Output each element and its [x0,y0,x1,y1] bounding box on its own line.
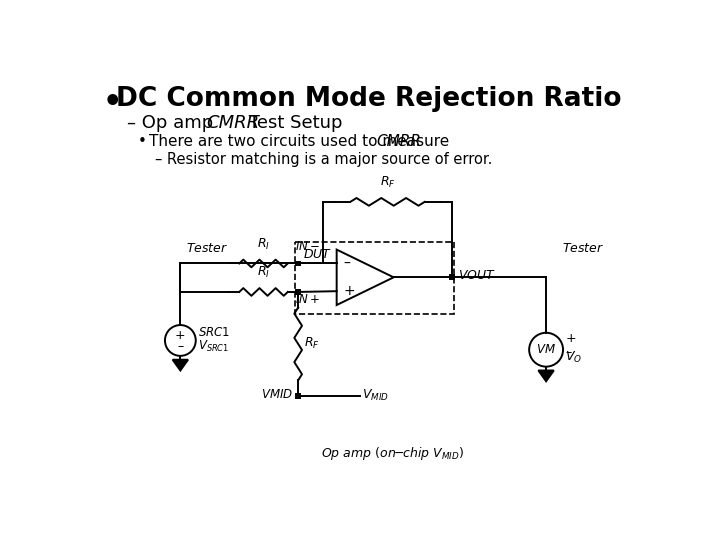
Text: •: • [138,134,147,149]
Text: $V_{SRC1}$: $V_{SRC1}$ [198,339,229,354]
Text: CMRR: CMRR [206,114,259,132]
Text: $R_F$: $R_F$ [379,174,395,190]
Text: $Tester$: $Tester$ [562,241,604,254]
Text: $VM$: $VM$ [536,343,556,356]
Text: $IN+$: $IN+$ [295,294,320,307]
Text: – Op amp: – Op amp [127,114,219,132]
Text: DC Common Mode Rejection Ratio: DC Common Mode Rejection Ratio [117,86,622,112]
Text: $R_I$: $R_I$ [257,265,270,280]
Text: $VMID$: $VMID$ [261,388,293,401]
Text: $R_I$: $R_I$ [257,237,270,252]
Text: +: + [343,284,355,298]
Text: $DUT$: $DUT$ [303,248,332,261]
Text: +: + [565,333,576,346]
Text: $Op\ amp\ (on\!\!-\!\!chip\ V_{MID})$: $Op\ amp\ (on\!\!-\!\!chip\ V_{MID})$ [320,445,464,462]
Text: CMRR: CMRR [377,134,422,149]
Text: $SRC1$: $SRC1$ [198,326,230,339]
Text: –: – [177,340,184,353]
Text: $R_F$: $R_F$ [304,336,320,352]
Text: +: + [175,329,186,342]
Text: Test Setup: Test Setup [243,114,342,132]
Polygon shape [173,360,188,370]
Bar [295,242,454,314]
Bar [450,275,454,279]
Text: There are two circuits used to measure: There are two circuits used to measure [149,134,454,149]
Bar [296,394,300,398]
Text: –: – [343,256,351,271]
Text: $V_{MID}$: $V_{MID}$ [362,388,389,403]
Text: $Tester$: $Tester$ [186,241,228,254]
Text: $V_O$: $V_O$ [565,350,582,365]
Polygon shape [539,370,554,381]
Text: – Resistor matching is a major source of error.: – Resistor matching is a major source of… [155,152,492,167]
Text: –: – [565,346,572,359]
Text: •: • [102,88,122,117]
Bar [296,290,300,294]
Bar [296,261,300,265]
Text: $VOUT$: $VOUT$ [457,269,495,282]
Text: $IN-$: $IN-$ [295,240,320,253]
